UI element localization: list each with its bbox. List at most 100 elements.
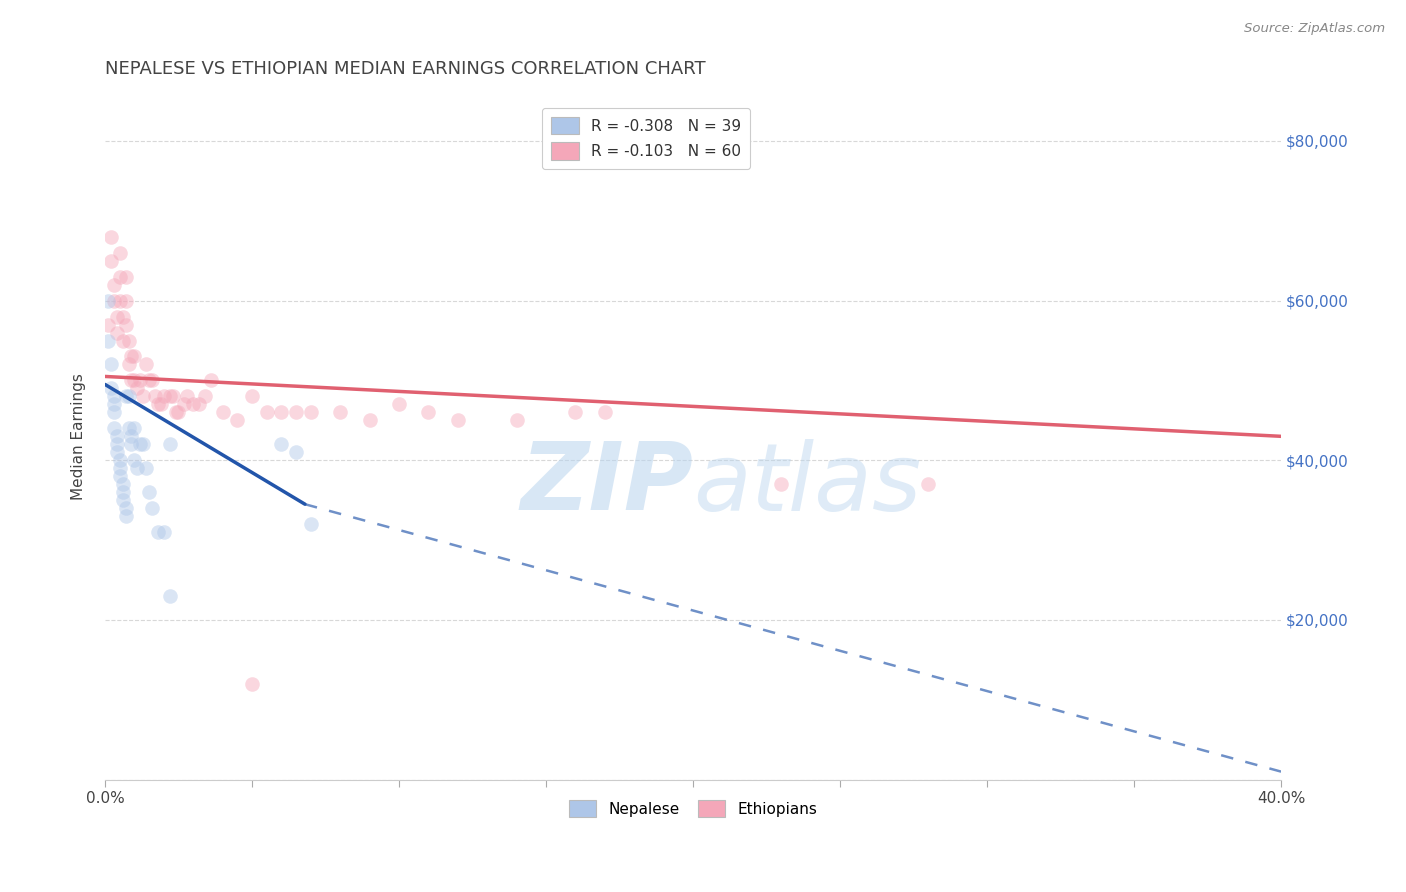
Point: [111, 310, 134, 324]
Point: [146, 525, 169, 540]
Point: [111, 477, 134, 491]
Point: [105, 437, 128, 451]
Point: [682, 142, 704, 156]
Point: [103, 389, 125, 403]
Text: Source: ZipAtlas.com: Source: ZipAtlas.com: [1244, 22, 1385, 36]
Point: [138, 485, 160, 500]
Point: [299, 517, 322, 532]
Point: [100, 358, 122, 372]
Point: [167, 405, 190, 419]
Point: [129, 437, 152, 451]
Point: [117, 389, 139, 403]
Point: [105, 326, 128, 340]
Point: [120, 429, 142, 443]
Point: [143, 389, 166, 403]
Point: [181, 397, 204, 411]
Point: [226, 413, 249, 427]
Y-axis label: Median Earnings: Median Earnings: [72, 373, 86, 500]
Point: [108, 461, 131, 475]
Point: [100, 229, 122, 244]
Point: [124, 421, 146, 435]
Point: [111, 334, 134, 348]
Point: [108, 469, 131, 483]
Point: [152, 525, 174, 540]
Point: [159, 589, 181, 603]
Point: [173, 397, 195, 411]
Point: [114, 389, 136, 403]
Point: [132, 437, 155, 451]
Point: [418, 405, 440, 419]
Point: [159, 389, 181, 403]
Point: [117, 421, 139, 435]
Point: [120, 374, 142, 388]
Point: [114, 509, 136, 524]
Point: [105, 310, 128, 324]
Point: [194, 389, 217, 403]
Point: [105, 429, 128, 443]
Text: ZIP: ZIP: [520, 438, 693, 531]
Point: [135, 358, 157, 372]
Point: [162, 389, 184, 403]
Point: [111, 485, 134, 500]
Point: [270, 405, 292, 419]
Point: [240, 677, 263, 691]
Point: [100, 381, 122, 395]
Text: atlas: atlas: [693, 439, 921, 530]
Point: [447, 413, 470, 427]
Point: [917, 477, 939, 491]
Point: [114, 293, 136, 308]
Point: [100, 253, 122, 268]
Point: [97, 334, 120, 348]
Point: [124, 453, 146, 467]
Point: [117, 334, 139, 348]
Point: [111, 493, 134, 508]
Point: [165, 405, 187, 419]
Point: [127, 381, 149, 395]
Point: [188, 397, 211, 411]
Point: [593, 405, 616, 419]
Point: [138, 374, 160, 388]
Point: [132, 389, 155, 403]
Point: [114, 501, 136, 516]
Point: [108, 453, 131, 467]
Point: [159, 437, 181, 451]
Point: [120, 437, 142, 451]
Point: [141, 501, 163, 516]
Point: [124, 374, 146, 388]
Point: [149, 397, 172, 411]
Point: [108, 269, 131, 284]
Point: [152, 389, 174, 403]
Point: [285, 405, 308, 419]
Point: [329, 405, 352, 419]
Point: [114, 269, 136, 284]
Point: [141, 374, 163, 388]
Legend: Nepalese, Ethiopians: Nepalese, Ethiopians: [562, 794, 824, 823]
Point: [97, 293, 120, 308]
Point: [256, 405, 278, 419]
Point: [105, 445, 128, 459]
Point: [299, 405, 322, 419]
Point: [97, 318, 120, 332]
Point: [129, 374, 152, 388]
Point: [146, 397, 169, 411]
Point: [124, 350, 146, 364]
Point: [200, 374, 222, 388]
Point: [388, 397, 411, 411]
Point: [117, 358, 139, 372]
Point: [240, 389, 263, 403]
Point: [127, 461, 149, 475]
Point: [108, 245, 131, 260]
Point: [359, 413, 381, 427]
Point: [564, 405, 586, 419]
Point: [270, 437, 292, 451]
Point: [120, 350, 142, 364]
Point: [770, 477, 793, 491]
Point: [114, 318, 136, 332]
Point: [135, 461, 157, 475]
Point: [176, 389, 198, 403]
Point: [211, 405, 233, 419]
Point: [103, 421, 125, 435]
Point: [103, 405, 125, 419]
Point: [103, 397, 125, 411]
Point: [505, 413, 527, 427]
